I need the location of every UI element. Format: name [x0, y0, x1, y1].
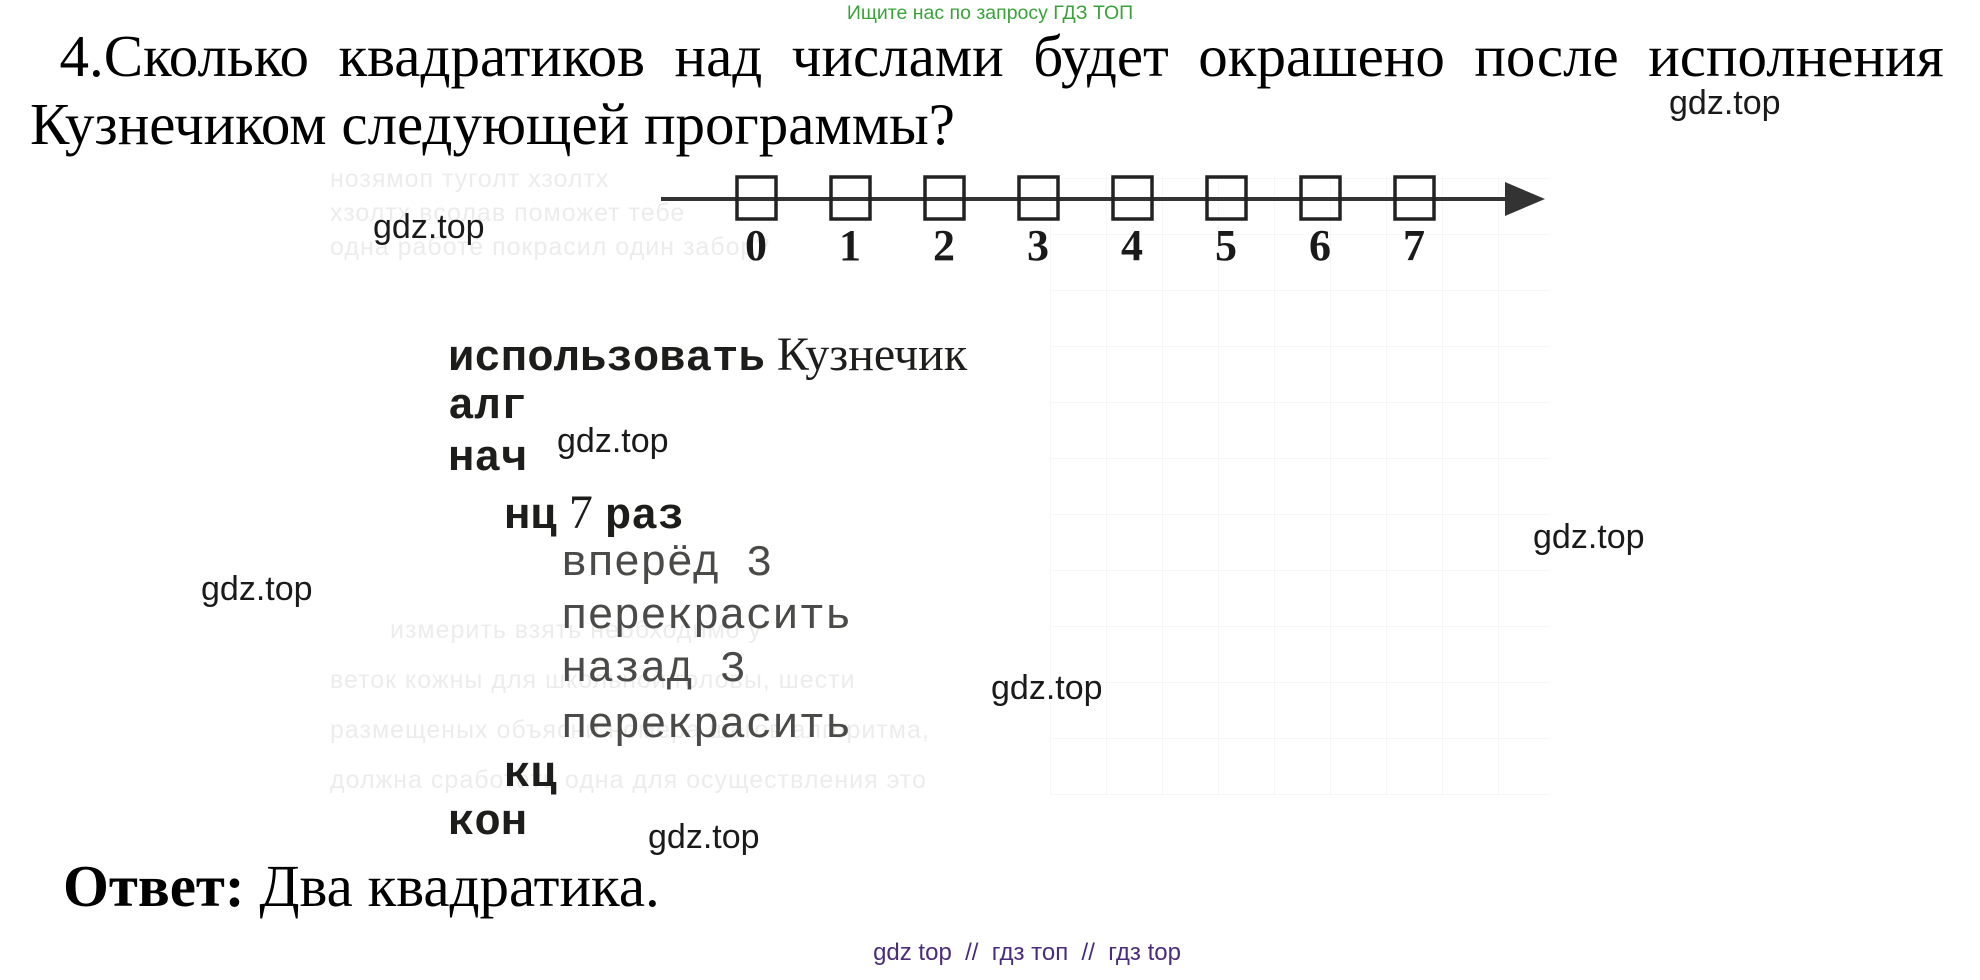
svg-text:1: 1 — [839, 221, 861, 270]
svg-text:5: 5 — [1215, 221, 1237, 270]
svg-text:6: 6 — [1309, 221, 1331, 270]
svg-text:4: 4 — [1121, 221, 1143, 270]
svg-text:7: 7 — [1403, 221, 1425, 270]
svg-text:3: 3 — [1027, 221, 1049, 270]
svg-text:2: 2 — [933, 221, 955, 270]
svg-text:0: 0 — [745, 221, 767, 270]
